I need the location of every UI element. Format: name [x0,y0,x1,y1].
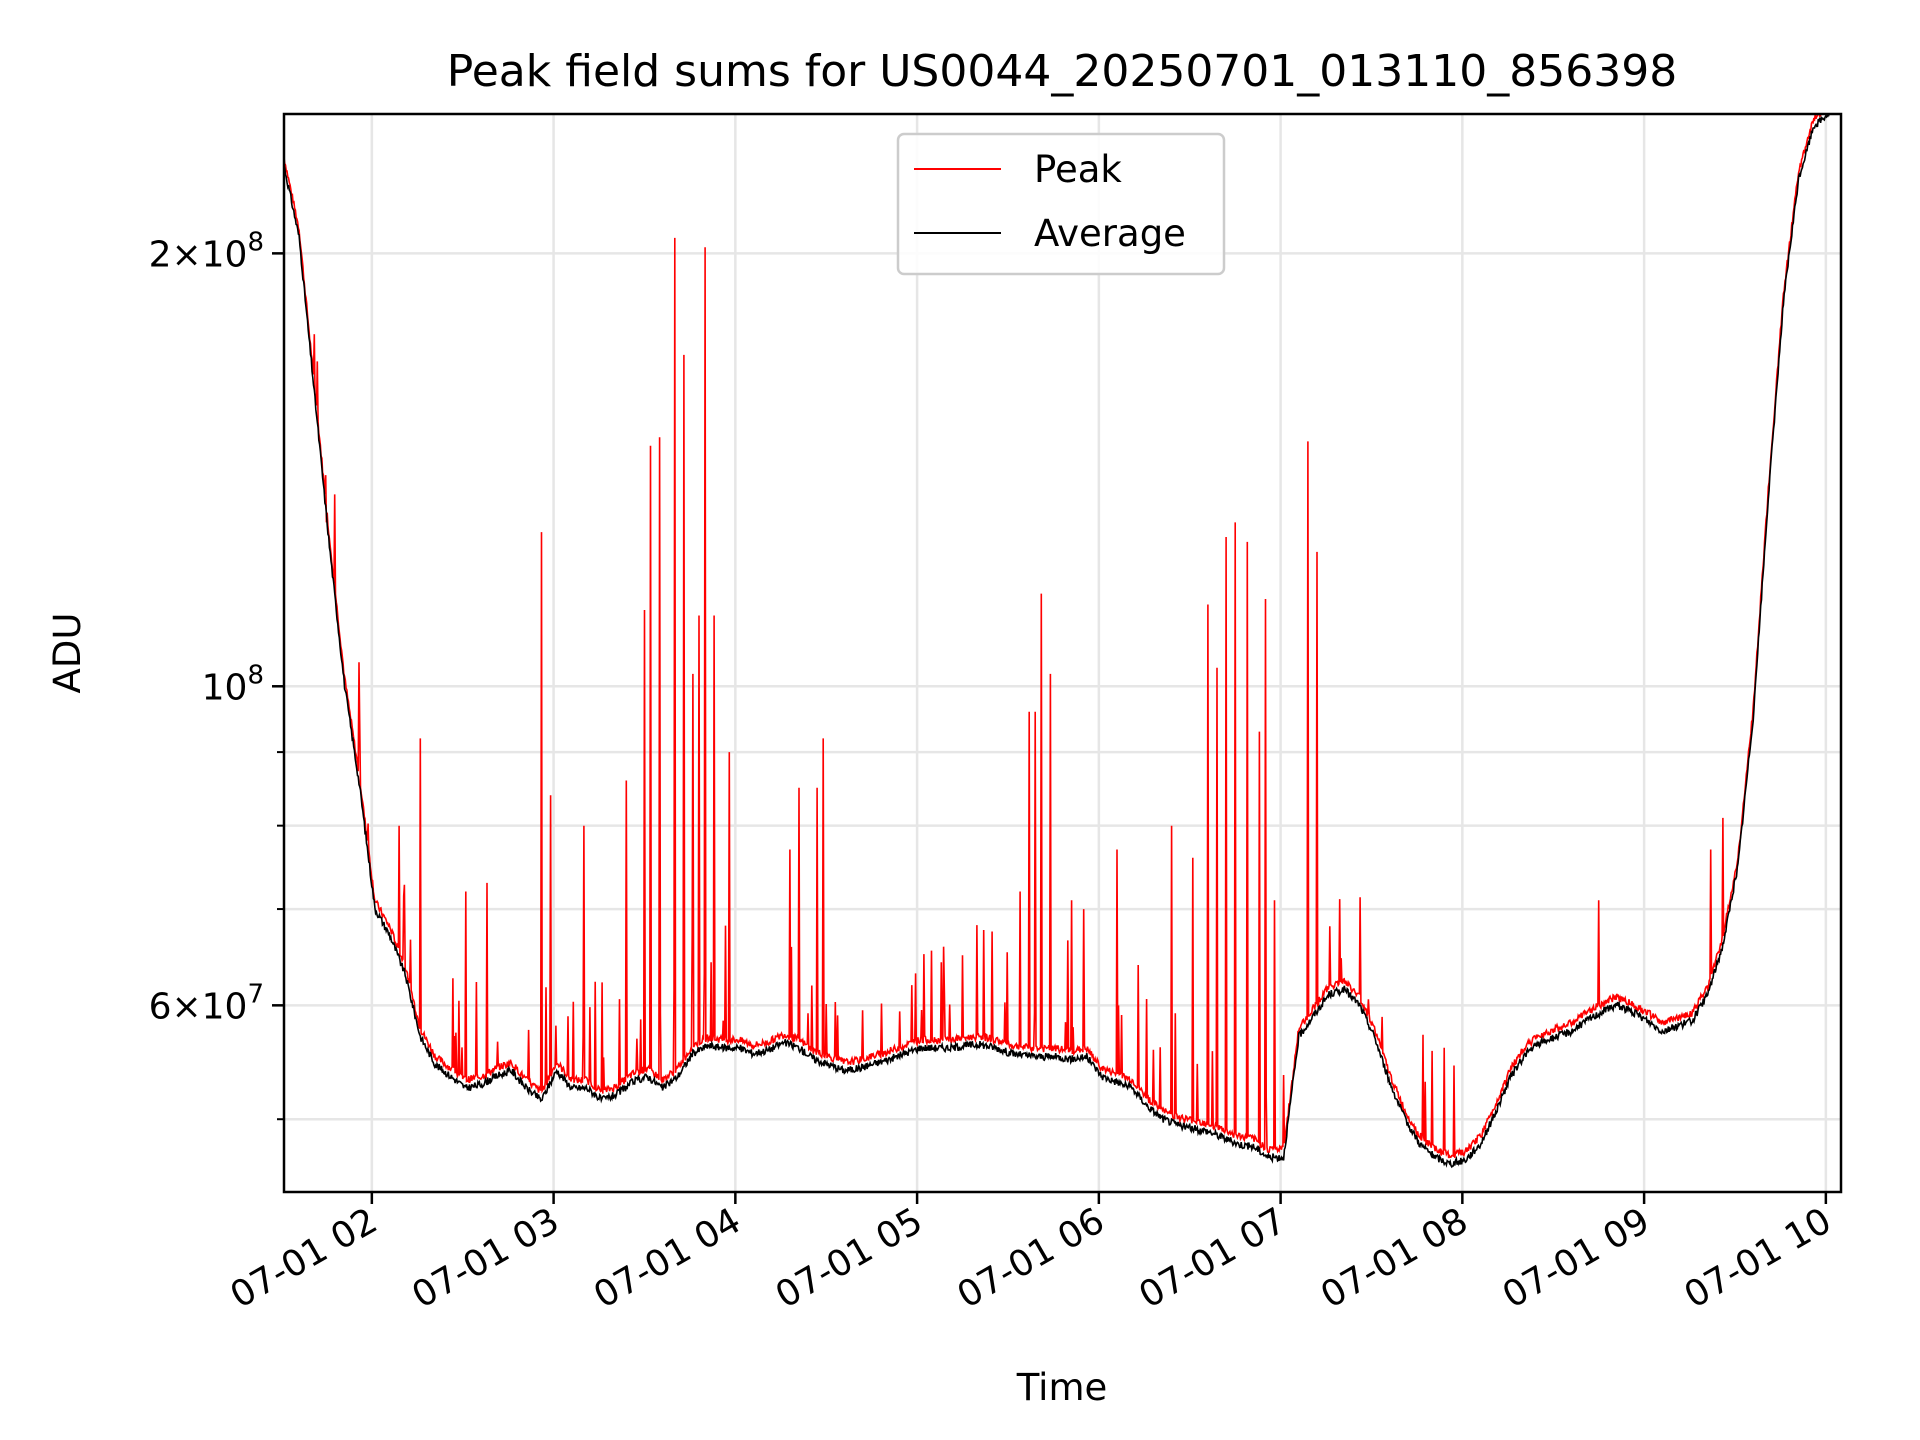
plot-frame [282,112,1843,1194]
y-tick-mantissa: 6× [149,986,202,1027]
y-tick-mantissa: 2× [149,234,202,275]
legend-label-average: Average [1034,212,1186,255]
y-tick-label: 2×108 [149,227,264,275]
x-axis-label: Time [1016,1366,1108,1409]
y-tick-base: 10 [202,986,248,1027]
y-tick-base: 10 [202,667,248,708]
y-tick-exponent: 7 [247,979,264,1009]
y-axis-label: ADU [46,613,89,694]
y-tick-base: 10 [202,234,248,275]
y-tick-exponent: 8 [247,227,264,257]
chart-title: Peak field sums for US0044_20250701_0131… [447,46,1677,97]
legend: Peak Average [896,132,1226,276]
y-tick-exponent: 8 [247,660,264,690]
series-line-average [284,114,1830,1169]
y-tick-label: 6×107 [149,979,264,1027]
plot-lines [284,114,1830,1169]
y-tick-label: 108 [202,660,264,708]
grid [284,114,1841,1192]
series-line-peak [284,114,1823,1159]
legend-label-peak: Peak [1034,148,1122,191]
